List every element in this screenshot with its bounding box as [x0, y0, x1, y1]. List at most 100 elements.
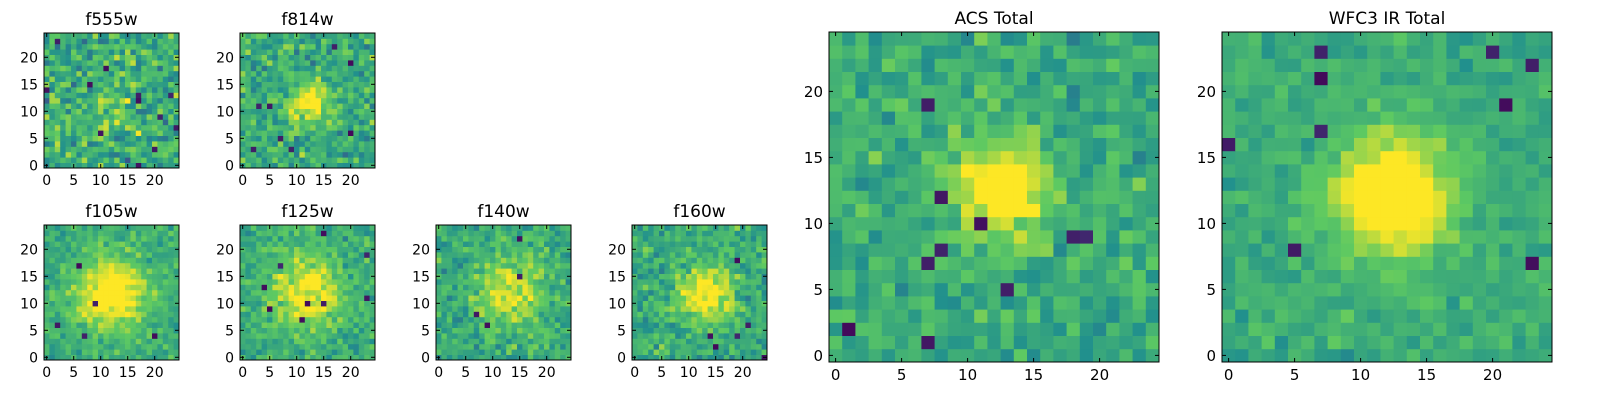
heatmap-cell	[283, 289, 289, 296]
heatmap-cell	[734, 338, 741, 345]
heatmap-cell	[98, 151, 104, 158]
heatmap-cell	[141, 135, 147, 142]
heatmap-cell	[538, 311, 545, 318]
heatmap-cell	[54, 33, 61, 39]
heatmap-cell	[495, 306, 502, 312]
heatmap-cell	[549, 252, 556, 258]
x-tick-label: 20	[342, 173, 360, 189]
heatmap-cell	[484, 284, 491, 291]
heatmap-cell	[272, 103, 279, 109]
heatmap-cell	[44, 235, 50, 242]
heatmap-cell	[1222, 230, 1236, 244]
heatmap-cell	[718, 311, 725, 318]
heatmap-cell	[76, 114, 83, 120]
heatmap-cell	[500, 338, 507, 345]
heatmap-cell	[87, 43, 93, 50]
heatmap-image	[829, 32, 1160, 363]
heatmap-cell	[76, 300, 83, 307]
heatmap-cell	[146, 257, 153, 264]
heatmap-cell	[868, 230, 883, 244]
heatmap-cell	[299, 273, 306, 280]
heatmap-cell	[1106, 137, 1120, 152]
heatmap-cell	[315, 157, 322, 163]
heatmap-cell	[337, 60, 343, 66]
heatmap-cell	[141, 92, 147, 99]
heatmap-cell	[256, 284, 262, 291]
heatmap-cell	[1222, 309, 1236, 323]
heatmap-cell	[1274, 256, 1289, 270]
heatmap-cell	[565, 268, 572, 274]
heatmap-cell	[718, 349, 725, 355]
heatmap-cell	[517, 268, 523, 274]
heatmap-cell	[484, 300, 491, 307]
heatmap-cell	[119, 81, 126, 88]
heatmap-cell	[1222, 190, 1236, 204]
heatmap-cell	[125, 157, 131, 163]
heatmap-cell	[299, 162, 306, 169]
heatmap-cell	[1013, 203, 1028, 218]
heatmap-cell	[934, 243, 949, 257]
heatmap-cell	[829, 282, 843, 297]
heatmap-cell	[141, 70, 147, 77]
heatmap-cell	[947, 309, 962, 323]
heatmap-cell	[304, 103, 311, 109]
heatmap-cell	[315, 87, 322, 93]
heatmap-cell	[895, 190, 909, 204]
heatmap-cell	[358, 354, 365, 361]
heatmap-cell	[348, 60, 354, 66]
heatmap-cell	[473, 295, 480, 301]
heatmap-cell	[490, 246, 496, 253]
heatmap-cell	[348, 311, 354, 318]
heatmap-cell	[168, 349, 174, 355]
heatmap-cell	[446, 349, 453, 355]
heatmap-cell	[130, 135, 137, 142]
heatmap-cell	[1079, 137, 1094, 152]
heatmap-cell	[1486, 348, 1500, 363]
heatmap-cell	[272, 322, 279, 328]
heatmap-cell	[81, 311, 88, 318]
heatmap-cell	[119, 114, 126, 120]
heatmap-cell	[114, 262, 120, 269]
heatmap-cell	[974, 296, 988, 310]
heatmap-cell	[108, 225, 115, 231]
heatmap-cell	[103, 146, 110, 153]
heatmap-cell	[92, 349, 99, 355]
heatmap-cell	[533, 273, 539, 280]
heatmap-cell	[54, 311, 61, 318]
heatmap-cell	[642, 225, 649, 231]
heatmap-cell	[310, 273, 316, 280]
heatmap-cell	[750, 268, 757, 274]
heatmap-cell	[961, 309, 975, 323]
heatmap-cell	[441, 295, 448, 301]
y-tick-label: 5	[29, 323, 38, 339]
heatmap-cell	[358, 114, 365, 120]
heatmap-cell	[168, 246, 174, 253]
heatmap-cell	[304, 151, 311, 158]
heatmap-cell	[92, 60, 99, 66]
heatmap-cell	[76, 87, 83, 93]
heatmap-cell	[304, 235, 311, 242]
heatmap-cell	[87, 103, 93, 109]
heatmap-cell	[686, 322, 692, 328]
heatmap-cell	[369, 146, 376, 153]
heatmap-cell	[1145, 348, 1160, 363]
heatmap-cell	[686, 311, 692, 318]
heatmap-cell	[272, 316, 279, 323]
heatmap-cell	[348, 349, 354, 355]
heatmap-cell	[868, 190, 883, 204]
heatmap-cell	[146, 65, 153, 72]
heatmap-cell	[659, 273, 665, 280]
y-tick-label: 5	[421, 323, 430, 339]
heatmap-cell	[146, 141, 153, 147]
heatmap-cell	[272, 124, 279, 131]
heatmap-cell	[707, 268, 714, 274]
heatmap-cell	[250, 119, 257, 126]
heatmap-cell	[1274, 164, 1289, 178]
heatmap-cell	[98, 327, 104, 334]
heatmap-cell	[1446, 164, 1460, 178]
heatmap-cell	[76, 97, 83, 104]
heatmap-cell	[81, 333, 88, 339]
heatmap-cell	[277, 60, 284, 66]
heatmap-cell	[71, 306, 77, 312]
heatmap-cell	[353, 241, 360, 247]
